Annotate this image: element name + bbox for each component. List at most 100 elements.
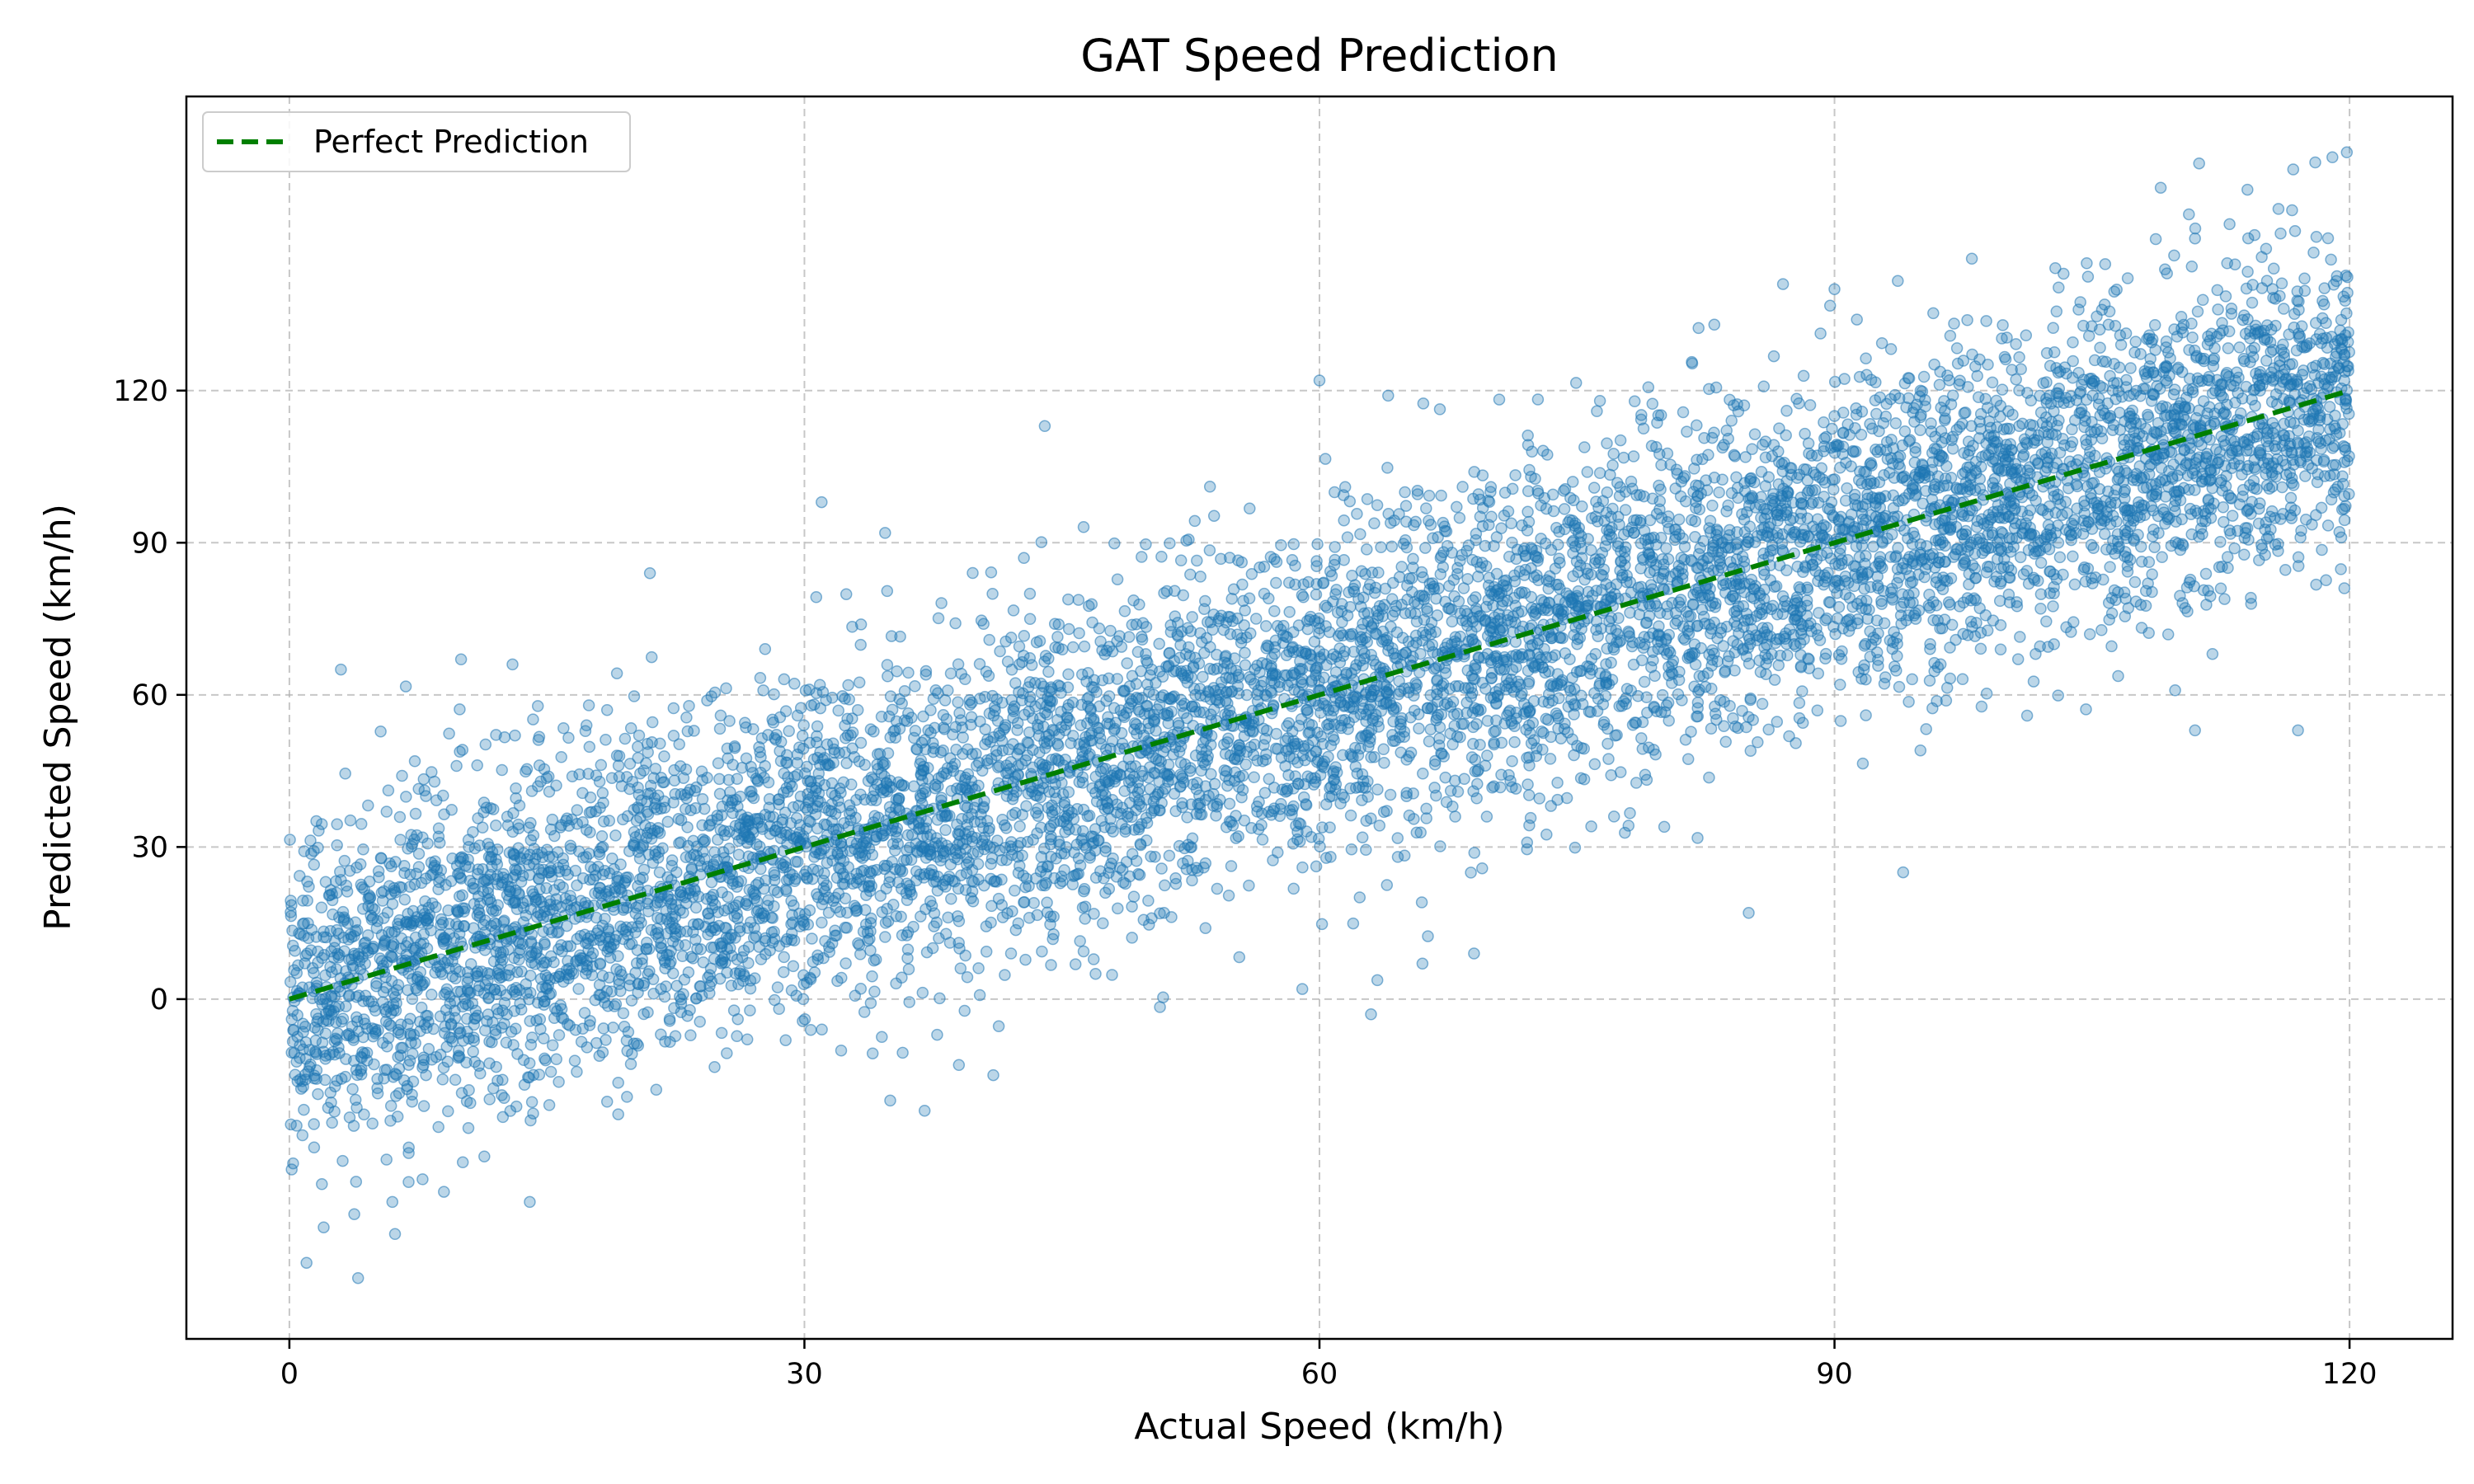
scatter-point	[2241, 232, 2255, 245]
scatter-point	[962, 743, 974, 756]
scatter-point	[942, 911, 954, 924]
scatter-point	[732, 848, 745, 862]
scatter-point	[1077, 521, 1090, 533]
scatter-point	[1864, 418, 1876, 430]
scatter-point	[1703, 383, 1715, 396]
scatter-point	[816, 1023, 828, 1036]
scatter-point	[1656, 688, 1669, 702]
scatter-point	[2191, 305, 2204, 318]
scatter-point	[1319, 453, 1332, 465]
scatter-point	[1637, 422, 1650, 435]
scatter-point	[436, 1073, 449, 1086]
scatter-point	[384, 949, 397, 962]
scatter-point	[2279, 564, 2292, 576]
scatter-point	[1360, 843, 1372, 857]
scatter-point	[2288, 224, 2302, 237]
scatter-point	[2168, 249, 2180, 262]
scatter-point	[1422, 930, 1434, 942]
scatter-point	[744, 982, 757, 995]
scatter-point	[412, 861, 426, 873]
scatter-point	[1645, 660, 1658, 674]
scatter-point	[944, 667, 957, 680]
scatter-point	[1575, 741, 1587, 754]
scatter-point	[1650, 441, 1663, 453]
scatter-point	[658, 750, 670, 763]
scatter-point	[396, 769, 408, 782]
scatter-point	[1655, 458, 1667, 472]
scatter-point	[1546, 488, 1559, 501]
scatter-point	[1089, 871, 1103, 884]
scatter-point	[1856, 406, 1869, 418]
scatter-point	[1283, 606, 1296, 618]
scatter-point	[2104, 369, 2116, 383]
scatter-point	[1398, 849, 1411, 862]
scatter-point	[1677, 406, 1690, 419]
scatter-point	[286, 1036, 299, 1048]
scatter-point	[2333, 525, 2346, 538]
scatter-point	[2183, 208, 2195, 221]
scatter-point	[445, 803, 458, 816]
scatter-point	[1502, 505, 1515, 518]
scatter-point	[449, 1073, 462, 1087]
scatter-point	[1768, 674, 1781, 686]
scatter-point	[1310, 588, 1323, 601]
scatter-point	[1879, 411, 1893, 423]
scatter-point	[2269, 387, 2283, 401]
scatter-point	[357, 843, 369, 856]
scatter-point	[1823, 596, 1836, 608]
scatter-point	[2245, 591, 2257, 604]
scatter-point	[510, 782, 522, 795]
scatter-point	[1944, 330, 1957, 342]
scatter-point	[1329, 486, 1341, 499]
scatter-point	[612, 1076, 624, 1089]
scatter-point	[2152, 416, 2165, 430]
scatter-point	[2148, 541, 2161, 553]
scatter-point	[2325, 253, 2337, 266]
scatter-point	[2316, 543, 2328, 556]
scatter-point	[982, 669, 995, 682]
scatter-point	[1044, 918, 1056, 931]
scatter-point	[1141, 834, 1153, 847]
scatter-point	[628, 837, 641, 850]
scatter-point	[1056, 643, 1069, 656]
scatter-point	[1593, 394, 1606, 407]
scatter-point	[881, 585, 894, 598]
scatter-point	[882, 670, 894, 683]
scatter-point	[909, 680, 921, 693]
scatter-point	[1088, 908, 1100, 920]
scatter-point	[2024, 418, 2037, 431]
scatter-point	[1607, 810, 1620, 823]
scatter-point	[1423, 514, 1435, 527]
scatter-point	[1554, 556, 1566, 569]
scatter-point	[1258, 739, 1270, 752]
scatter-point	[1121, 657, 1133, 669]
scatter-point	[1419, 542, 1432, 554]
scatter-point	[715, 1026, 728, 1040]
scatter-point	[720, 682, 732, 695]
scatter-point	[1385, 540, 1399, 553]
scatter-point	[1540, 828, 1553, 841]
scatter-point	[2307, 247, 2320, 259]
scatter-point	[779, 1034, 792, 1046]
scatter-point	[490, 819, 502, 832]
scatter-point	[932, 612, 945, 625]
scatter-point	[1605, 769, 1617, 782]
scatter-point	[765, 911, 778, 924]
scatter-point	[722, 773, 735, 787]
scatter-point	[1126, 900, 1138, 913]
scatter-point	[832, 704, 844, 717]
scatter-point	[593, 775, 606, 788]
scatter-point	[1329, 541, 1341, 553]
scatter-point	[1927, 307, 1940, 320]
scatter-point	[472, 863, 485, 876]
scatter-point	[1540, 502, 1553, 515]
scatter-point	[1728, 448, 1741, 462]
scatter-point	[1757, 439, 1769, 451]
scatter-point	[612, 1108, 624, 1120]
scatter-point	[426, 989, 438, 1001]
scatter-point	[1748, 428, 1761, 440]
scatter-point	[864, 997, 877, 1009]
scatter-point	[2121, 272, 2134, 284]
scatter-point	[2080, 703, 2092, 716]
scatter-point	[992, 761, 1004, 774]
